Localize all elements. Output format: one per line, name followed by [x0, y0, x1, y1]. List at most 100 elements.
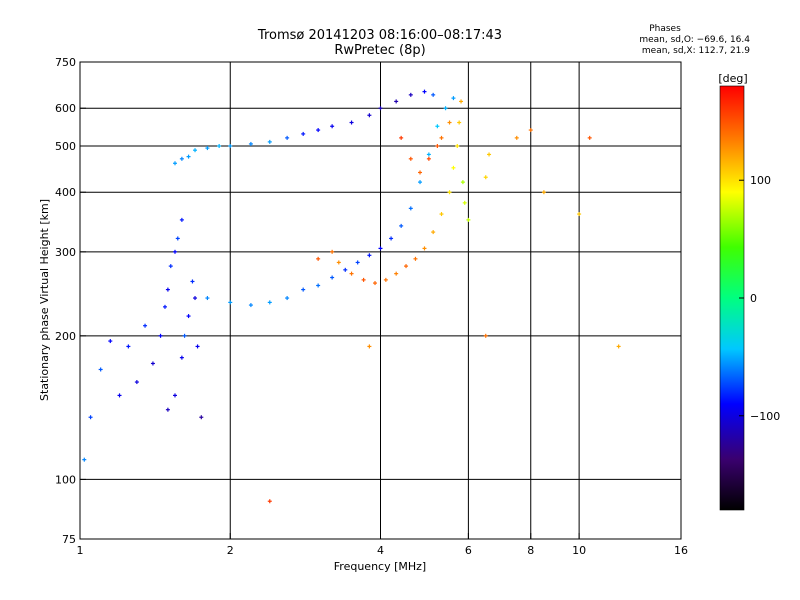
data-point — [190, 279, 195, 284]
colorbar-tick-label: 0 — [750, 292, 757, 305]
data-point — [431, 92, 436, 97]
data-point — [426, 152, 431, 157]
data-point — [435, 124, 440, 129]
data-point — [460, 180, 465, 185]
data-point — [443, 106, 448, 111]
data-point — [330, 275, 335, 280]
data-point — [205, 146, 210, 151]
data-point — [330, 124, 335, 129]
data-point — [108, 339, 113, 344]
data-point — [355, 260, 360, 265]
data-point — [459, 99, 464, 104]
data-point — [451, 165, 456, 170]
data-point — [330, 249, 335, 254]
data-point — [466, 217, 471, 222]
data-point — [431, 230, 436, 235]
data-point — [175, 236, 180, 241]
data-point — [361, 277, 366, 282]
data-point — [117, 393, 122, 398]
data-point — [541, 190, 546, 195]
data-point — [195, 344, 200, 349]
data-point — [577, 212, 582, 217]
data-point — [186, 314, 191, 319]
data-point — [367, 344, 372, 349]
data-point — [378, 246, 383, 251]
data-point — [165, 407, 170, 412]
data-point — [285, 135, 290, 140]
data-point — [343, 267, 348, 272]
data-point — [179, 217, 184, 222]
data-point — [301, 287, 306, 292]
colorbar-tick-label: −100 — [750, 410, 780, 423]
data-point — [389, 236, 394, 241]
data-point — [88, 415, 93, 420]
stats-x-mode: mean, sd,X: 112.7, 21.9 — [641, 46, 750, 56]
data-point — [316, 256, 321, 261]
data-point — [439, 212, 444, 217]
data-point — [616, 344, 621, 349]
data-point — [587, 135, 592, 140]
data-point — [199, 415, 204, 420]
data-point — [158, 333, 163, 338]
data-point — [383, 277, 388, 282]
data-point — [447, 120, 452, 125]
data-point — [514, 135, 519, 140]
data-point — [150, 361, 155, 366]
data-point — [248, 303, 253, 308]
data-point — [455, 143, 460, 148]
y-tick-label: 400 — [55, 186, 76, 199]
data-point — [267, 499, 272, 504]
data-point — [413, 256, 418, 261]
data-point — [399, 135, 404, 140]
y-tick-label: 500 — [55, 140, 76, 153]
data-point — [418, 180, 423, 185]
data-point — [367, 253, 372, 258]
data-point — [285, 296, 290, 301]
data-point — [267, 139, 272, 144]
y-tick-label: 300 — [55, 246, 76, 259]
data-point — [267, 300, 272, 305]
data-point — [168, 264, 173, 269]
chart-subtitle: RwPretec (8p) — [334, 43, 426, 58]
data-point — [528, 128, 533, 133]
data-point — [422, 246, 427, 251]
chart-title: Tromsø 20141203 08:16:00–08:17:43 — [257, 28, 503, 43]
y-tick-label: 200 — [55, 330, 76, 343]
data-point — [394, 271, 399, 276]
data-point — [408, 92, 413, 97]
data-point — [82, 457, 87, 462]
data-point — [143, 323, 148, 328]
data-point — [399, 223, 404, 228]
data-point — [179, 355, 184, 360]
data-point — [349, 271, 354, 276]
axis-ticks: 1 2 4 6 8 10 16 75 100 200 300 400 500 600 750 — [55, 56, 688, 557]
data-point — [182, 333, 187, 338]
data-point — [487, 152, 492, 157]
y-tick-label: 100 — [55, 473, 76, 486]
data-point — [422, 89, 427, 94]
data-point — [378, 106, 383, 111]
data-point — [126, 344, 131, 349]
data-point — [172, 249, 177, 254]
data-point — [408, 156, 413, 161]
x-tick-label: 1 — [77, 544, 84, 557]
colorbar-label: [deg] — [718, 72, 747, 85]
grid-lines — [80, 62, 681, 539]
data-point — [336, 260, 341, 265]
data-point — [451, 96, 456, 101]
colorbar-tick-label: 100 — [750, 174, 771, 187]
data-point — [435, 143, 440, 148]
y-tick-label: 600 — [55, 102, 76, 115]
data-point — [316, 283, 321, 288]
data-point — [447, 190, 452, 195]
data-point — [394, 99, 399, 104]
x-axis-label: Frequency [MHz] — [334, 560, 426, 573]
data-point — [217, 143, 222, 148]
data-point — [179, 156, 184, 161]
x-tick-label: 8 — [527, 544, 534, 557]
data-point — [165, 287, 170, 292]
x-tick-label: 16 — [674, 544, 688, 557]
data-point — [205, 296, 210, 301]
x-tick-label: 4 — [377, 544, 384, 557]
